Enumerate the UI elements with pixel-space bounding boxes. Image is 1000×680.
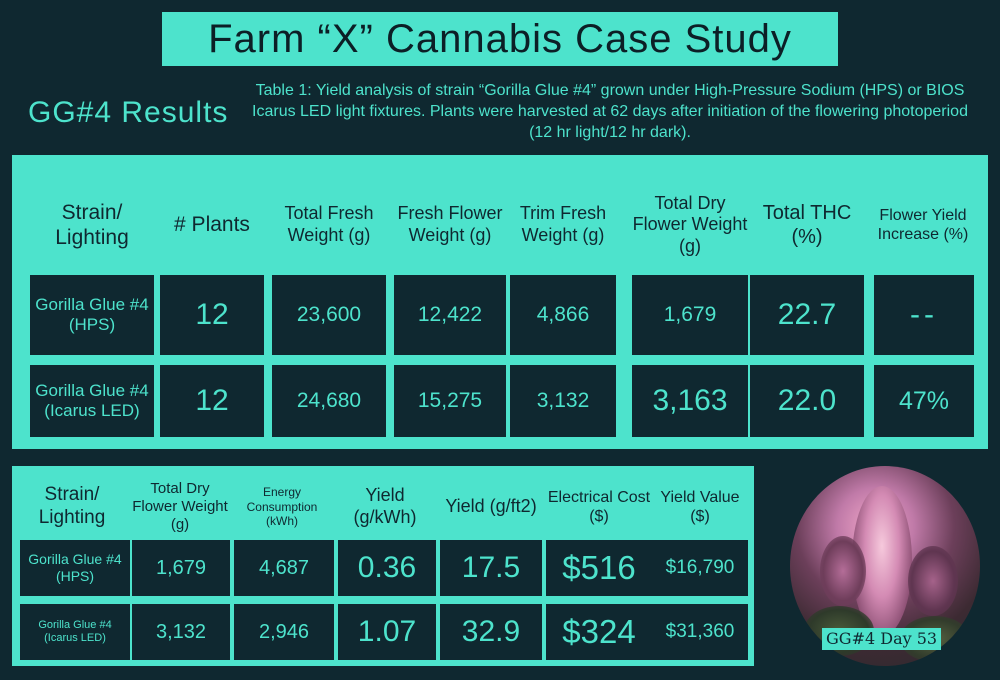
table1-row2-total-fresh: 24,680 [272, 365, 386, 437]
table2-row1-value: $16,790 [652, 540, 748, 596]
table1-row1-yield-increase: -- [874, 275, 974, 355]
table2-header-cost: Electrical Cost ($) [547, 488, 651, 525]
table2-row1-strain: Gorilla Glue #4 (HPS) [20, 540, 130, 596]
table-caption: Table 1: Yield analysis of strain “Goril… [252, 82, 968, 141]
table1-header-fresh-flower: Fresh Flower Weight (g) [397, 203, 503, 245]
table2-header-yield-kwh: Yield (g/kWh) [353, 485, 417, 527]
table2-row2-strain: Gorilla Glue #4 (Icarus LED) [20, 604, 130, 660]
table1-row2-fresh-flower: 15,275 [394, 365, 506, 437]
results-subtitle: GG#4 Results [28, 96, 229, 129]
energy-table: Strain/ Lighting Total Dry Flower Weight… [12, 466, 754, 666]
table2-row1-yield-ft2: 17.5 [440, 540, 542, 596]
table1-header-total-fresh: Total Fresh Weight (g) [284, 203, 374, 245]
table2-row2-dry-flower: 3,132 [132, 604, 230, 660]
table2-header-energy: Energy Consumption (kWh) [246, 485, 318, 529]
table2-header-yield-ft2: Yield (g/ft2) [445, 496, 537, 517]
photo-label: GG#4 Day 53 [822, 628, 942, 650]
table1-row1-total-fresh: 23,600 [272, 275, 386, 355]
yield-table: Strain/ Lighting # Plants Total Fresh We… [12, 155, 988, 449]
table1-header-thc: Total THC (%) [762, 202, 852, 248]
table1-row1-strain: Gorilla Glue #4 (HPS) [30, 275, 154, 355]
table1-header-plants: # Plants [174, 213, 250, 237]
table1-header-dry-flower: Total Dry Flower Weight (g) [632, 192, 748, 256]
table2-row1-dry-flower: 1,679 [132, 540, 230, 596]
table1-row1-plants: 12 [160, 275, 264, 355]
table2-row2-yield-kwh: 1.07 [338, 604, 436, 660]
table1-row2-trim: 3,132 [510, 365, 616, 437]
page-title: Farm “X” Cannabis Case Study [162, 12, 838, 66]
table2-header-value: Yield Value ($) [660, 488, 740, 525]
table1-row2-plants: 12 [160, 365, 264, 437]
table1-header-trim: Trim Fresh Weight (g) [519, 203, 607, 245]
table2-header-dry-flower: Total Dry Flower Weight (g) [132, 480, 228, 533]
table1-row2-thc: 22.0 [750, 365, 864, 437]
table2-row2-yield-ft2: 32.9 [440, 604, 542, 660]
table1-header-yield-increase: Flower Yield Increase (%) [877, 206, 969, 243]
table2-row2-energy: 2,946 [234, 604, 334, 660]
table1-row1-fresh-flower: 12,422 [394, 275, 506, 355]
table1-row1-trim: 4,866 [510, 275, 616, 355]
table2-row1-energy: 4,687 [234, 540, 334, 596]
table1-row1-dry-flower: 1,679 [632, 275, 748, 355]
table2-row2-value: $31,360 [652, 604, 748, 660]
table1-row2-strain: Gorilla Glue #4 (Icarus LED) [30, 365, 154, 437]
table2-row2-cost: $324 [546, 604, 652, 660]
table1-header-strain: Strain/ Lighting [55, 200, 129, 249]
table1-row1-thc: 22.7 [750, 275, 864, 355]
table2-row1-yield-kwh: 0.36 [338, 540, 436, 596]
table2-header-strain: Strain/ Lighting [38, 484, 106, 528]
table1-row2-yield-increase: 47% [874, 365, 974, 437]
table1-row2-dry-flower: 3,163 [632, 365, 748, 437]
table2-row1-cost: $516 [546, 540, 652, 596]
